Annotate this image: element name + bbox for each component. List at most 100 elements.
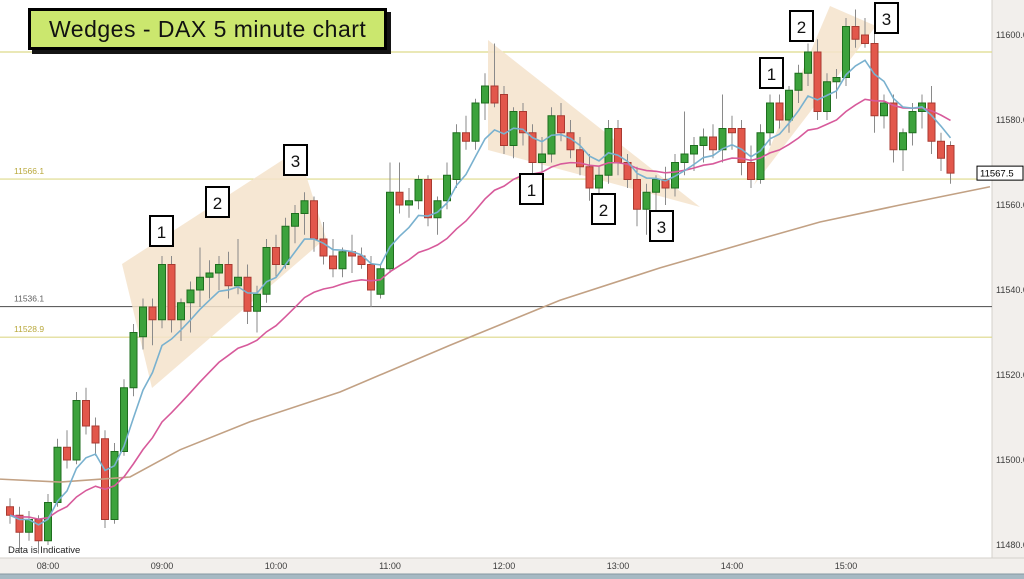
candle [148, 298, 157, 346]
candle [72, 392, 81, 465]
candle [861, 18, 869, 48]
price-level-label: 11528.9 [14, 324, 44, 334]
wedge-point-number: 2 [213, 194, 222, 213]
candle-body [832, 77, 841, 83]
candle-body [718, 128, 727, 151]
candle-body [158, 264, 166, 321]
chart-title-box: Wedges - DAX 5 minute chart [28, 8, 388, 50]
candle [775, 94, 784, 129]
candle [243, 264, 252, 324]
candle [205, 260, 214, 299]
candle [500, 86, 508, 154]
candle-body [566, 132, 575, 151]
candle [471, 98, 480, 150]
candle-body [281, 225, 290, 265]
candle-body [557, 115, 565, 134]
candle-body [680, 153, 689, 163]
candle [528, 124, 537, 176]
candle [481, 73, 489, 120]
candle-body [775, 102, 784, 121]
wedge-point-label: 2 [789, 10, 814, 42]
candle-body [224, 264, 233, 287]
candle-body [167, 264, 176, 321]
candle [709, 124, 717, 159]
candle [120, 379, 128, 456]
candle [272, 234, 280, 278]
wedge-point-number: 1 [527, 181, 536, 200]
candle [63, 430, 71, 469]
candle-body [338, 251, 347, 270]
candle-body [386, 191, 394, 270]
wedge-point-box [283, 144, 308, 176]
candle [53, 438, 62, 507]
wedge-point-box [591, 193, 616, 225]
candle [766, 94, 774, 146]
wedge-point-number: 1 [157, 223, 166, 242]
candle [785, 86, 793, 133]
candle-body [186, 289, 195, 304]
y-axis-label: 11580.0 [996, 115, 1024, 125]
candle [177, 298, 185, 341]
wedge-point-box [759, 57, 784, 89]
candle [899, 128, 907, 171]
candle [946, 141, 955, 184]
candle-body [129, 332, 138, 389]
candle-body [63, 446, 71, 461]
bottom-axis-strip [0, 558, 1024, 574]
candle [452, 124, 461, 188]
candle-body [357, 255, 366, 265]
candle [804, 43, 812, 86]
x-axis-label: 10:00 [265, 561, 288, 571]
candle-body [595, 174, 603, 189]
wedge-point-label: 2 [205, 186, 230, 218]
wedge-point-label: 1 [759, 57, 784, 89]
candle [642, 183, 651, 235]
wedge-point-box [205, 186, 230, 218]
axis-labels: 11600.0 11580.0 11560.0 11540.0 11520.0 11500… [37, 30, 1024, 571]
candle-body [462, 132, 470, 142]
candle-body [642, 191, 651, 210]
candle [329, 239, 337, 278]
x-axis-label: 12:00 [493, 561, 516, 571]
candle-body [699, 136, 708, 146]
candle-body [376, 268, 385, 295]
ma-slow-line [0, 185, 991, 483]
candle-body [424, 179, 432, 219]
candle-body [604, 128, 613, 176]
candle [6, 498, 14, 524]
wedge-point-label: 2 [591, 193, 616, 225]
wedge-point-box [874, 2, 899, 34]
candle [91, 417, 100, 456]
candle-body [652, 179, 660, 193]
wedge-point-labels: 1 2 3 1 2 3 1 2 3 [149, 2, 899, 247]
candle-body [120, 387, 128, 452]
candle-body [937, 140, 945, 159]
chart-title: Wedges - DAX 5 minute chart [49, 15, 367, 42]
rising-wedge-1 [122, 150, 326, 388]
wedge-point-number: 3 [882, 10, 891, 29]
candle-body [6, 506, 14, 516]
candle [386, 162, 394, 273]
candle-body [234, 276, 242, 287]
candle-body [310, 200, 318, 240]
candle-body [766, 102, 774, 134]
candle-body [291, 213, 299, 227]
candle [348, 234, 356, 273]
falling-wedge-2 [488, 40, 700, 207]
candle-body [196, 276, 204, 291]
candle-body [908, 111, 917, 134]
candle [633, 166, 641, 227]
wedge-point-number: 2 [797, 18, 806, 37]
candle-body [148, 306, 157, 321]
candle-body [82, 400, 90, 427]
candle-body [813, 51, 822, 112]
candle [300, 192, 309, 235]
wedge-point-label: 3 [649, 210, 674, 242]
candle-body [177, 302, 185, 321]
wedge-point-number: 3 [291, 152, 300, 171]
candle-body [661, 179, 670, 189]
candle-body [519, 111, 527, 134]
